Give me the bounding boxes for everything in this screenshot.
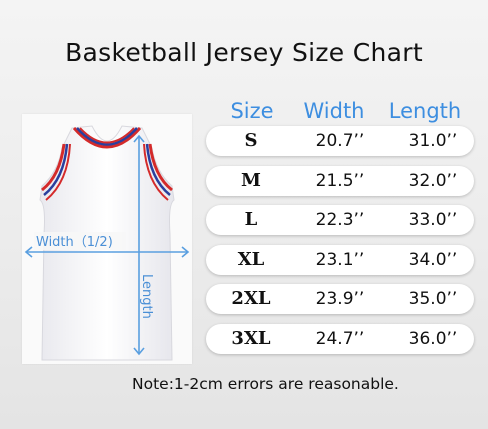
width-cell: 24.7’’	[315, 329, 365, 349]
length-cell: 34.0’’	[408, 250, 458, 270]
length-cell: 31.0’’	[408, 131, 458, 151]
width-cell: 23.1’’	[315, 250, 365, 270]
size-row-3xl: 3XL 24.7’’ 36.0’’	[206, 324, 474, 354]
right-arm-trim	[148, 143, 173, 192]
size-cell: XL	[237, 249, 265, 270]
size-row-xl: XL 23.1’’ 34.0’’	[206, 245, 474, 275]
size-cell: M	[241, 170, 261, 191]
note-text: Note:1-2cm errors are reasonable.	[132, 375, 399, 393]
jersey-illustration: Width（1/2) Length	[24, 125, 190, 361]
width-cell: 23.9’’	[315, 289, 365, 309]
header-length: Length	[388, 99, 462, 123]
header-size: Size	[230, 99, 274, 123]
width-label: Width（1/2)	[36, 235, 113, 250]
size-cell: S	[244, 130, 258, 151]
length-cell: 32.0’’	[408, 171, 458, 191]
size-cell: 2XL	[231, 288, 271, 309]
header-width: Width	[303, 99, 365, 123]
length-label: Length	[139, 274, 154, 319]
length-cell: 33.0’’	[408, 210, 458, 230]
page-title: Basketball Jersey Size Chart	[65, 38, 423, 67]
jersey-photo: Width（1/2) Length	[22, 114, 192, 364]
size-row-l: L 22.3’’ 33.0’’	[206, 205, 474, 235]
neck-trim	[72, 127, 142, 149]
size-row-m: M 21.5’’ 32.0’’	[206, 166, 474, 196]
length-cell: 35.0’’	[408, 289, 458, 309]
width-cell: 21.5’’	[315, 171, 365, 191]
size-cell: L	[244, 209, 258, 230]
size-cell: 3XL	[231, 328, 271, 349]
size-row-2xl: 2XL 23.9’’ 35.0’’	[206, 284, 474, 314]
width-cell: 22.3’’	[315, 210, 365, 230]
size-row-s: S 20.7’’ 31.0’’	[206, 126, 474, 156]
left-arm-trim	[41, 143, 66, 192]
length-cell: 36.0’’	[408, 329, 458, 349]
width-cell: 20.7’’	[315, 131, 365, 151]
